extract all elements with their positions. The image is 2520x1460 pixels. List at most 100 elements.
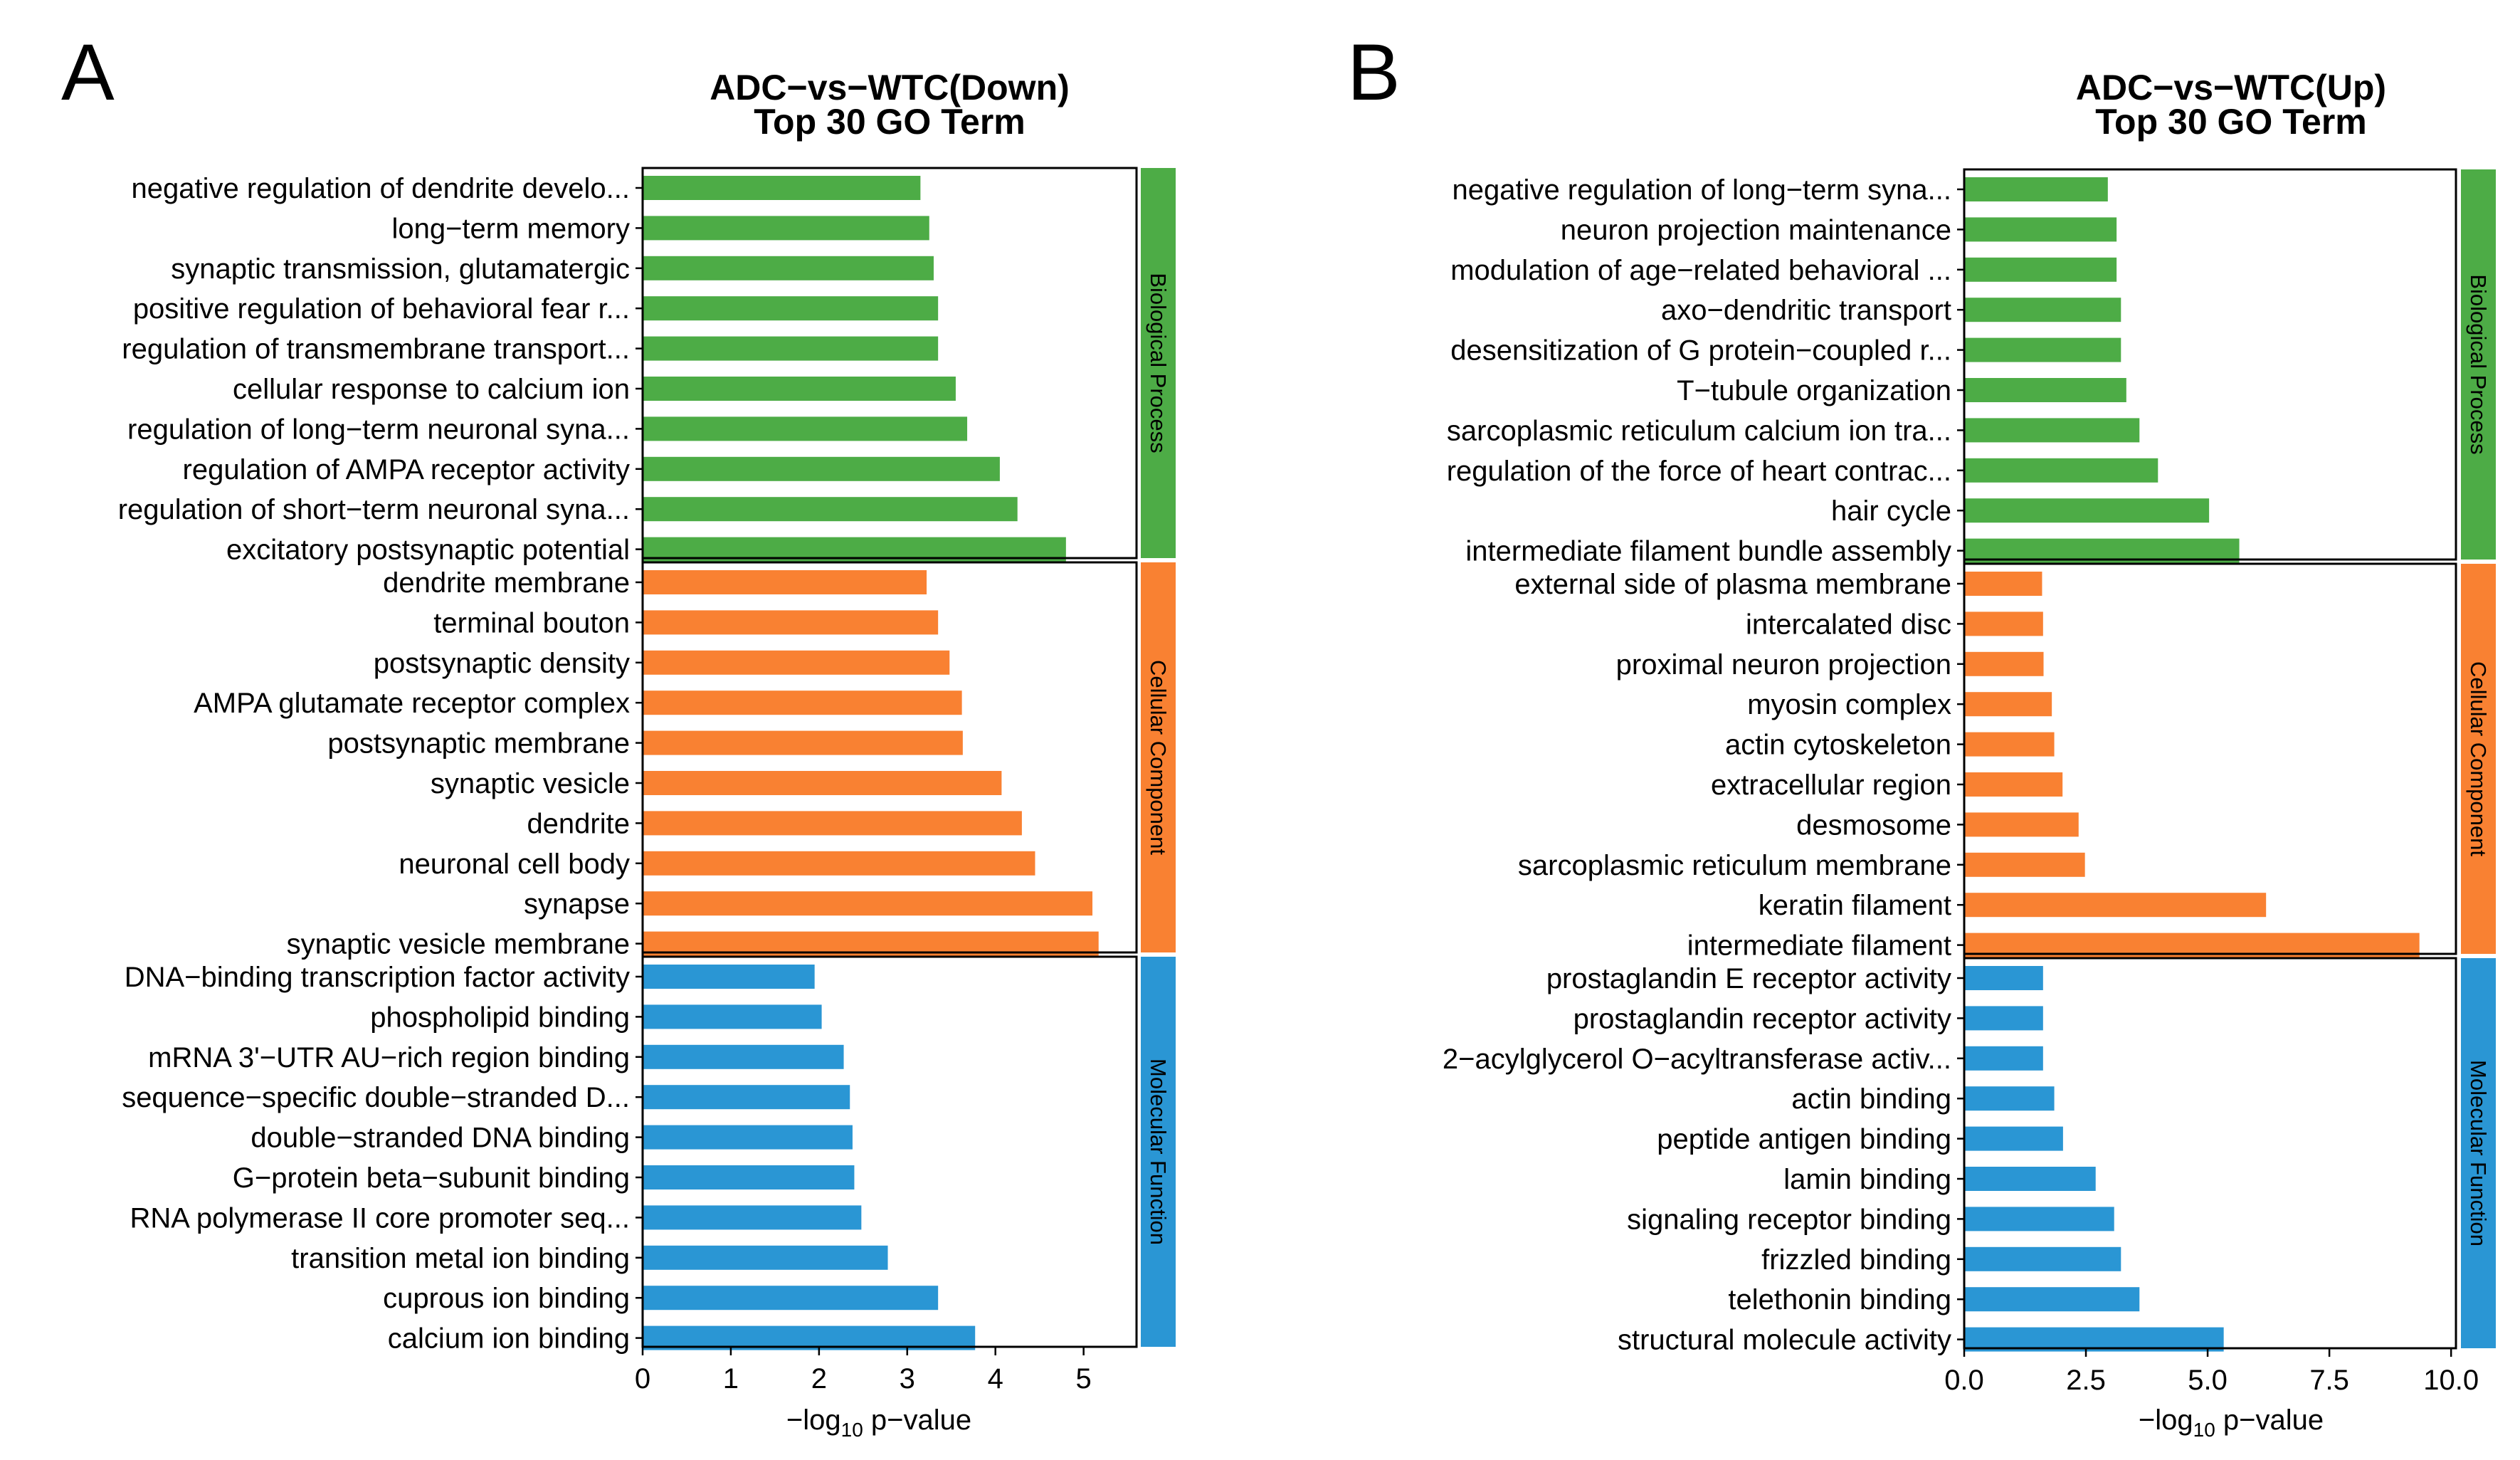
bar	[1964, 966, 2043, 990]
bar	[1964, 1046, 2043, 1071]
bar	[1964, 1126, 2063, 1151]
bar	[643, 456, 1000, 481]
term-label: regulation of short−term neuronal syna..…	[118, 494, 630, 525]
x-axis-label-subscript: 10	[2193, 1419, 2215, 1441]
bar	[1964, 498, 2210, 523]
x-tick-label: 7.5	[2309, 1365, 2349, 1396]
term-label: proximal neuron projection	[1616, 649, 1951, 681]
bar	[1964, 458, 2158, 483]
x-axis-label: −log10 p−value	[786, 1404, 971, 1441]
bar	[643, 1165, 855, 1189]
term-label: lamin binding	[1783, 1164, 1951, 1195]
term-label: frizzled binding	[1761, 1244, 1951, 1276]
term-label: cellular response to calcium ion	[233, 374, 630, 405]
bar	[643, 1004, 822, 1029]
term-label: structural molecule activity	[1618, 1325, 1951, 1356]
bar	[643, 1125, 853, 1150]
term-label: transition metal ion binding	[291, 1243, 630, 1274]
term-label: peptide antigen binding	[1657, 1124, 1951, 1155]
bar	[643, 377, 956, 401]
bar	[1964, 418, 2140, 443]
bar	[643, 610, 939, 635]
panel-letter: B	[1347, 28, 1401, 117]
facet-strip	[2461, 564, 2496, 954]
term-label: synaptic vesicle membrane	[287, 929, 630, 960]
term-label: prostaglandin receptor activity	[1573, 1003, 1951, 1034]
term-label: telethonin binding	[1728, 1284, 1951, 1315]
term-label: DNA−binding transcription factor activit…	[125, 962, 630, 993]
facet-strip-label: Cellular Component	[2466, 661, 2491, 856]
x-tick-label: 10.0	[2423, 1365, 2479, 1396]
term-label: intermediate filament	[1687, 930, 1951, 962]
x-tick-label: 0	[635, 1363, 650, 1395]
bar	[1964, 572, 2042, 596]
bar	[643, 851, 1035, 876]
bar	[643, 771, 1002, 795]
term-label: sarcoplasmic reticulum calcium ion tra..…	[1447, 415, 1951, 446]
term-label: regulation of transmembrane transport...	[122, 334, 630, 365]
term-label: sarcoplasmic reticulum membrane	[1518, 850, 1951, 881]
term-label: actin binding	[1791, 1083, 1951, 1115]
term-label: prostaglandin E receptor activity	[1546, 963, 1951, 994]
term-label: hair cycle	[1831, 495, 1951, 527]
bar	[643, 730, 963, 755]
x-tick-label: 5.0	[2188, 1365, 2228, 1396]
term-label: keratin filament	[1759, 890, 1951, 921]
term-label: regulation of AMPA receptor activity	[183, 454, 630, 485]
x-axis-label-suffix: p−value	[2215, 1404, 2324, 1436]
term-label: axo−dendritic transport	[1661, 295, 1951, 326]
x-tick-label: 3	[900, 1363, 915, 1395]
bar	[1964, 1207, 2114, 1231]
bar	[643, 570, 927, 594]
x-tick-label: 5	[1076, 1363, 1092, 1395]
term-label: regulation of long−term neuronal syna...	[127, 414, 630, 445]
term-label: dendrite	[527, 808, 630, 839]
bar	[643, 1085, 850, 1110]
term-label: AMPA glutamate receptor complex	[194, 688, 630, 719]
x-tick-label: 2.5	[2066, 1365, 2106, 1396]
facet-strip-label: Biological Process	[1146, 273, 1171, 453]
bar	[643, 965, 815, 989]
term-label: neuron projection maintenance	[1561, 214, 1951, 246]
term-label: double−stranded DNA binding	[251, 1123, 630, 1154]
term-label: negative regulation of dendrite develo..…	[132, 173, 631, 204]
bar	[643, 296, 939, 321]
facet-strip	[2461, 958, 2496, 1348]
facet-strip	[1141, 957, 1176, 1347]
bar	[643, 1286, 939, 1311]
bar	[1964, 177, 2108, 201]
term-label: terminal bouton	[433, 607, 630, 639]
facet-strip-label: Molecular Function	[2466, 1060, 2491, 1246]
x-axis-label-prefix: −log	[2139, 1404, 2193, 1436]
term-label: postsynaptic membrane	[327, 728, 630, 760]
term-label: desmosome	[1796, 809, 1951, 841]
bar	[1964, 298, 2121, 322]
term-label: synaptic transmission, glutamatergic	[171, 253, 630, 285]
term-label: cuprous ion binding	[383, 1283, 630, 1314]
bar	[1964, 812, 2079, 837]
bar	[643, 1044, 844, 1069]
term-label: neuronal cell body	[399, 849, 630, 880]
term-label: synapse	[524, 888, 630, 920]
term-label: 2−acylglycerol O−acyltransferase activ..…	[1443, 1044, 1951, 1075]
term-label: calcium ion binding	[388, 1323, 630, 1355]
term-label: actin cytoskeleton	[1725, 730, 1951, 761]
term-label: positive regulation of behavioral fear r…	[133, 293, 630, 325]
bar	[1964, 732, 2055, 757]
bar	[1964, 378, 2126, 402]
bar	[643, 690, 962, 715]
term-label: regulation of the force of heart contrac…	[1447, 456, 1951, 487]
bar	[1964, 1167, 2096, 1191]
chart-title: Top 30 GO Term	[2095, 102, 2367, 142]
panel-letter: A	[61, 28, 115, 117]
term-label: signaling receptor binding	[1627, 1204, 1951, 1235]
facet-strip	[1141, 168, 1176, 558]
facet-strip	[2461, 169, 2496, 560]
term-label: intercalated disc	[1746, 609, 1951, 640]
term-label: desensitization of G protein−coupled r..…	[1450, 335, 1951, 367]
term-label: extracellular region	[1711, 770, 1951, 801]
bar	[643, 256, 934, 280]
x-axis-label: −log10 p−value	[2139, 1404, 2324, 1441]
term-label: modulation of age−related behavioral ...	[1450, 255, 1951, 286]
